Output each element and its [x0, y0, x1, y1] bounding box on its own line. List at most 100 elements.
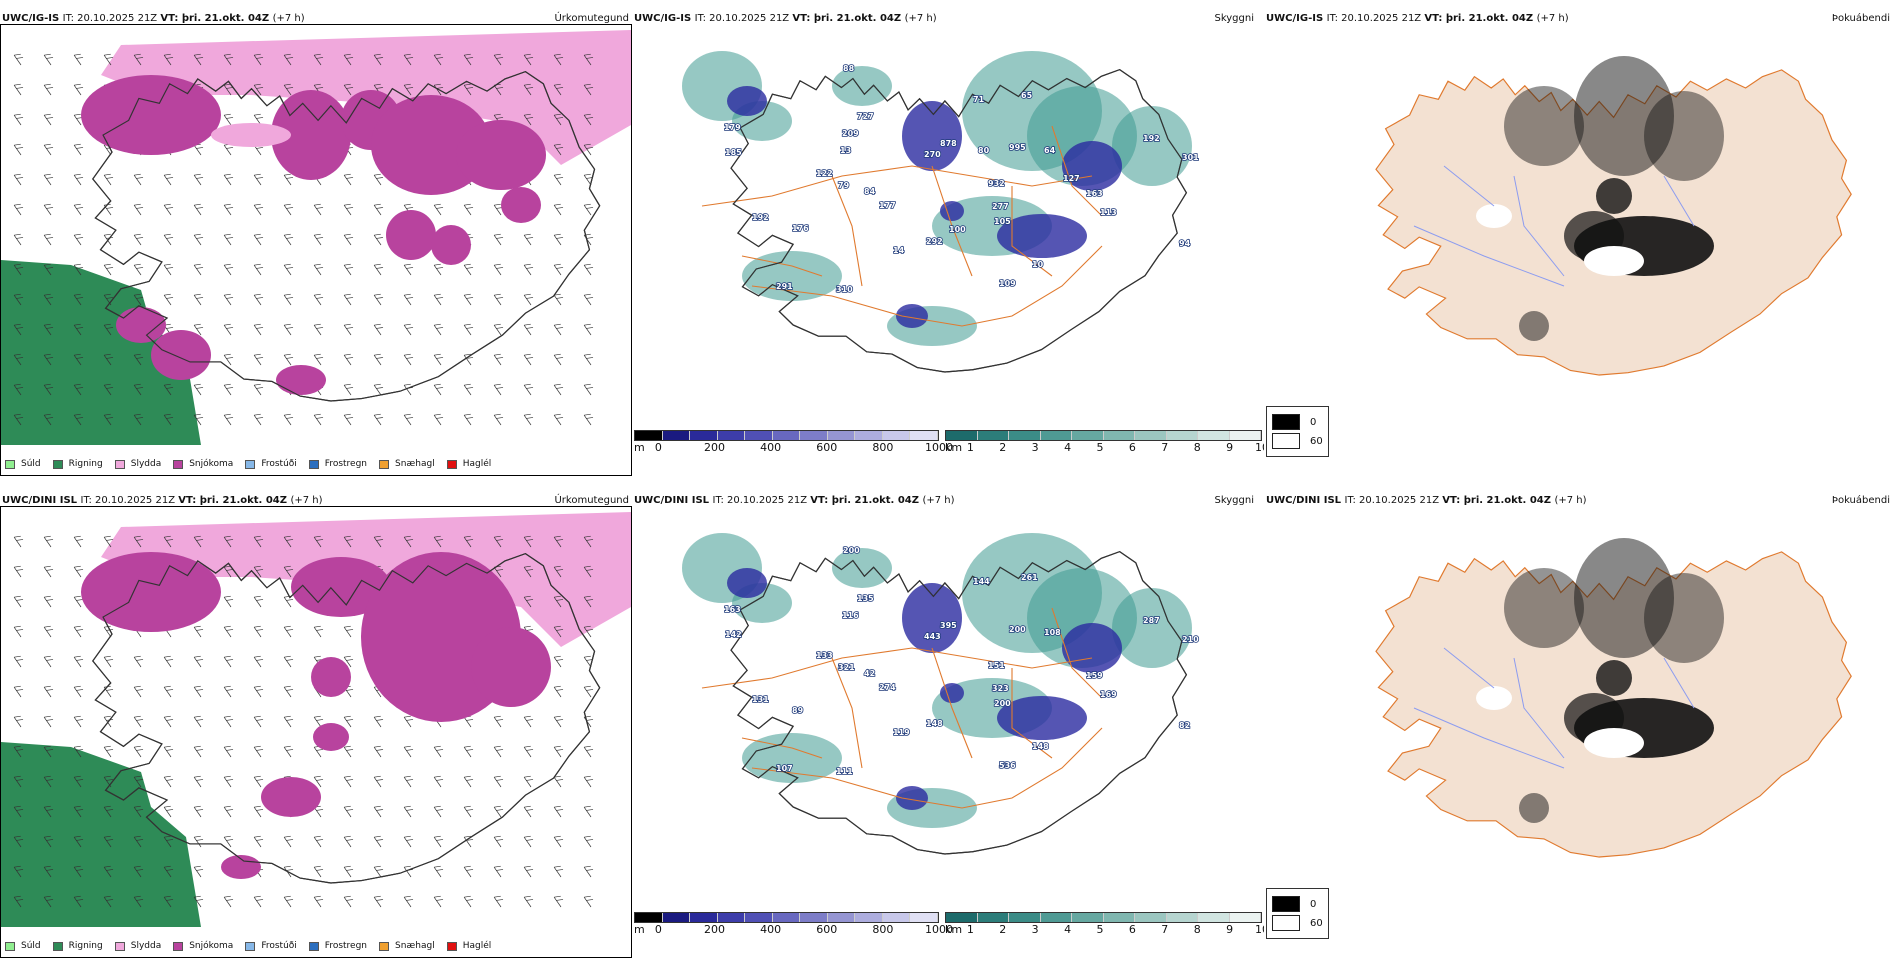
- colorbar-swatch: [855, 431, 883, 440]
- legend-swatch: [245, 459, 256, 469]
- wind-barb: [163, 173, 174, 186]
- wind-barb: [163, 775, 174, 788]
- wind-barb: [433, 413, 444, 426]
- wind-barb: [343, 535, 354, 548]
- wind-barb: [73, 293, 84, 306]
- wind-barb: [223, 805, 234, 818]
- wind-barb: [523, 353, 534, 366]
- wind-barb: [193, 625, 204, 638]
- vt-label: VT:: [792, 13, 814, 24]
- colorbar-swatch: [772, 431, 801, 440]
- wind-barb: [583, 83, 594, 96]
- cloud-base-label: 287: [1143, 616, 1160, 625]
- wind-barb: [43, 413, 54, 426]
- wind-barb: [223, 535, 234, 548]
- wind-barb: [73, 233, 84, 246]
- wind-barb: [43, 685, 54, 698]
- wind-barb: [463, 353, 474, 366]
- wind-barb: [403, 353, 414, 366]
- wind-barb: [13, 113, 24, 126]
- wind-barb: [403, 535, 414, 548]
- sleet-area: [211, 123, 291, 147]
- wind-barb: [553, 293, 564, 306]
- cloud-area: [1112, 106, 1192, 186]
- snow-area: [456, 120, 546, 190]
- wind-barb: [13, 745, 24, 758]
- wind-barb: [463, 745, 474, 758]
- wind-barb: [403, 805, 414, 818]
- wind-barb: [313, 835, 324, 848]
- wind-barb: [283, 233, 294, 246]
- wind-barb: [403, 383, 414, 396]
- cloud-base-label: 395: [940, 621, 957, 630]
- wind-barb: [283, 83, 294, 96]
- colorbar-km-bar: [945, 430, 1262, 441]
- colorbar-swatch: [1009, 431, 1041, 440]
- colorbar-tick: 1000: [925, 923, 953, 936]
- wind-barb: [253, 263, 264, 276]
- wind-barb: [553, 535, 564, 548]
- wind-barb: [523, 895, 534, 908]
- cloud-base-label: 878: [940, 139, 957, 148]
- wind-barb: [43, 143, 54, 156]
- wind-barb: [343, 835, 354, 848]
- wind-barb: [493, 413, 504, 426]
- wind-barb: [253, 715, 264, 728]
- iceland-coastline: [730, 550, 1188, 855]
- wind-barb: [583, 353, 594, 366]
- wind-barb: [133, 685, 144, 698]
- wind-barb: [43, 323, 54, 336]
- colorbar-tick: 200: [704, 923, 726, 936]
- colorbar-swatch: [946, 431, 978, 440]
- wind-barb: [223, 263, 234, 276]
- colorbar-swatch: [827, 431, 856, 440]
- wind-barb: [43, 595, 54, 608]
- wind-barb: [43, 113, 54, 126]
- cloud-base-label: 131: [752, 695, 769, 704]
- wind-barb: [253, 233, 264, 246]
- wind-barb: [163, 835, 174, 848]
- colorbar-swatch: [1229, 913, 1261, 922]
- fog-panel: UWC/IG-IS IT: 20.10.2025 21Z VT: þri. 21…: [1264, 10, 1900, 480]
- cloud-base-label: 200: [994, 699, 1011, 708]
- wind-barb: [343, 655, 354, 668]
- snow-area: [311, 657, 351, 697]
- wind-barb: [343, 745, 354, 758]
- wind-barb: [583, 203, 594, 216]
- colorbar-swatch: [1103, 913, 1135, 922]
- fog-area: [1574, 56, 1674, 176]
- wind-barb: [193, 865, 204, 878]
- road: [1011, 186, 1053, 277]
- fog-legend-swatch: [1272, 414, 1300, 430]
- cloud-base-label: 177: [879, 201, 896, 210]
- wind-barb: [493, 835, 504, 848]
- wind-barb: [343, 353, 354, 366]
- colorbar-tick: 10: [1255, 923, 1264, 936]
- wind-barb: [43, 565, 54, 578]
- glacier-area: [1476, 686, 1512, 710]
- fog-legend-swatch: [1272, 915, 1300, 931]
- cloud-base-label: 292: [926, 237, 943, 246]
- fog-area: [1519, 311, 1549, 341]
- colorbar-swatch: [635, 431, 663, 440]
- legend-item: Snjókoma: [173, 459, 233, 469]
- wind-barb: [433, 775, 444, 788]
- colorbar-swatch: [662, 913, 691, 922]
- wind-barb: [523, 715, 534, 728]
- wind-barb: [313, 353, 324, 366]
- fog-area: [1504, 568, 1584, 648]
- wind-barb: [583, 323, 594, 336]
- wind-barb: [253, 353, 264, 366]
- wind-barb: [73, 383, 84, 396]
- colorbar-tick: 6: [1128, 923, 1136, 936]
- wind-barb: [223, 293, 234, 306]
- lead-time: (+7 h): [922, 495, 955, 506]
- vt-value: þri. 21.okt. 04Z: [1445, 13, 1537, 24]
- it-value: 20.10.2025 21Z: [727, 495, 811, 506]
- wind-barb: [163, 53, 174, 66]
- cloud-base-label: 179: [724, 123, 741, 132]
- glacier-area: [1584, 728, 1644, 758]
- panel-title-fog: Þokuábendi: [1831, 495, 1890, 506]
- colorbar-swatch: [910, 431, 939, 440]
- snow-area: [81, 552, 221, 632]
